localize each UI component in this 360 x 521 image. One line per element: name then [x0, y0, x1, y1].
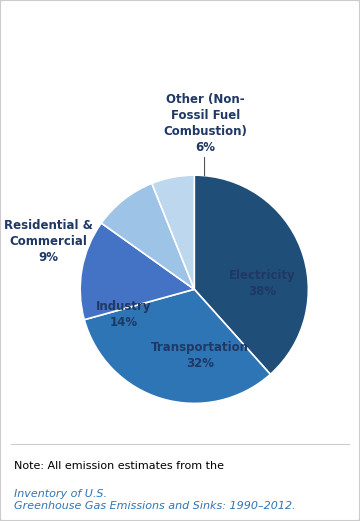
Wedge shape — [194, 175, 309, 374]
Wedge shape — [152, 175, 194, 289]
Text: Residential &
Commercial
9%: Residential & Commercial 9% — [4, 219, 93, 264]
Text: Electricity
38%: Electricity 38% — [229, 269, 296, 298]
Text: U.S. Carbon Dioxide Emissions, By: U.S. Carbon Dioxide Emissions, By — [18, 23, 354, 41]
Text: Industry
14%: Industry 14% — [96, 300, 151, 329]
Text: Transportation
32%: Transportation 32% — [151, 341, 249, 370]
Wedge shape — [84, 289, 270, 403]
Wedge shape — [101, 183, 194, 289]
Wedge shape — [80, 223, 194, 320]
Text: Source: Source — [18, 57, 86, 75]
Text: Inventory of U.S.
Greenhouse Gas Emissions and Sinks: 1990–2012.: Inventory of U.S. Greenhouse Gas Emissio… — [14, 489, 296, 511]
Text: Other (Non-
Fossil Fuel
Combustion)
6%: Other (Non- Fossil Fuel Combustion) 6% — [164, 93, 248, 154]
Text: Note: All emission estimates from the: Note: All emission estimates from the — [14, 461, 228, 471]
